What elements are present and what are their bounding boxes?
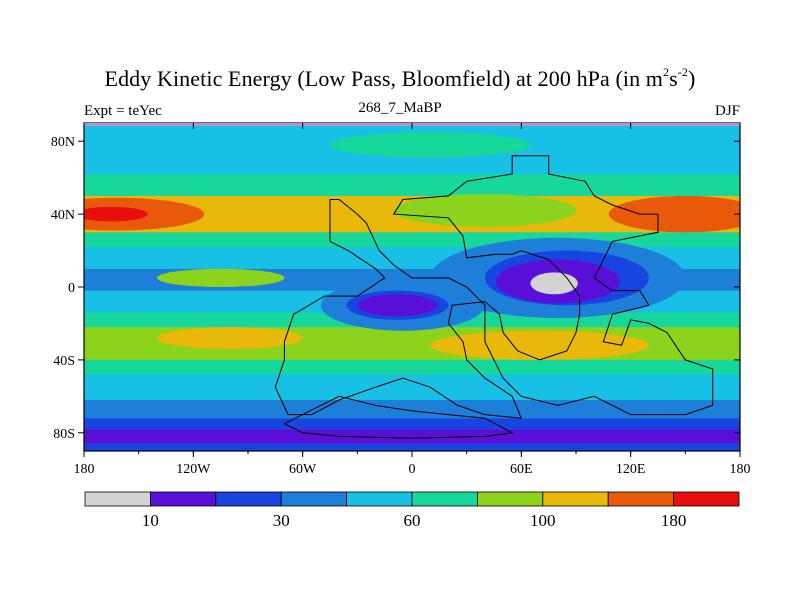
- contour-region-6: [156, 268, 285, 287]
- x-tick-label-2: 60W: [289, 462, 317, 477]
- contour-region-4: [430, 330, 649, 360]
- colorbar-box-9: [673, 491, 740, 507]
- colorbar-label-0: 10: [142, 511, 159, 530]
- map-axes: 180 120W 60W 0 60E 120E 180 80N 40N 0 40S 80S: [51, 122, 751, 477]
- title-superscript-1: 2: [663, 65, 670, 79]
- colorbar-box-5: [411, 491, 478, 507]
- continent-outline-1: [283, 395, 514, 439]
- contour-band-0: [84, 443, 740, 451]
- contour-region-3: [393, 194, 576, 227]
- colorbar-box-3: [280, 491, 348, 507]
- experiment-label: Expt = teYec: [84, 103, 162, 119]
- chart-title: Eddy Kinetic Energy (Low Pass, Bloomfiel…: [0, 66, 800, 92]
- contour-band-13: [84, 174, 740, 196]
- contour-region-2: [608, 195, 740, 233]
- x-tick-label-5: 120E: [616, 462, 646, 477]
- title-close: ): [688, 66, 696, 91]
- contour-region-12: [357, 294, 438, 317]
- contour-region-14: [330, 132, 531, 158]
- x-tick-label-3: 0: [409, 462, 416, 477]
- chart-subtitle: 268_7_MaBP: [358, 100, 442, 116]
- map-area: [84, 123, 740, 451]
- contour-region-1: [84, 206, 148, 222]
- y-tick-label-0: 80N: [51, 135, 75, 150]
- x-tick-label-6: 180: [730, 462, 751, 477]
- x-tick-label-1: 120W: [176, 462, 211, 477]
- colorbar-label-4: 180: [661, 511, 687, 530]
- colorbar-box-7: [542, 491, 609, 507]
- x-tick-label-4: 60E: [510, 462, 533, 477]
- colorbar-box-4: [346, 491, 413, 507]
- contour-region-5: [156, 327, 303, 349]
- colorbar-box-1: [149, 491, 217, 507]
- colorbar: 10 30 60 100 180: [84, 491, 740, 530]
- x-tick-label-0: 180: [74, 462, 95, 477]
- title-unit-s: s: [669, 66, 678, 91]
- contour-band-1: [84, 429, 740, 444]
- continent-outline-0: [274, 155, 714, 419]
- colorbar-label-2: 60: [404, 511, 421, 530]
- colorbar-label-1: 30: [273, 511, 290, 530]
- contour-band-5: [84, 359, 740, 375]
- y-tick-label-3: 40S: [53, 354, 75, 369]
- colorbar-box-2: [215, 491, 282, 507]
- y-tick-label-2: 0: [68, 281, 75, 296]
- colorbar-box-0: [84, 491, 151, 507]
- contour-band-11: [84, 232, 740, 247]
- contour-band-4: [84, 374, 740, 400]
- y-tick-label-4: 80S: [53, 427, 75, 442]
- colorbar-label-3: 100: [530, 511, 556, 530]
- title-text: Eddy Kinetic Energy (Low Pass, Bloomfiel…: [104, 66, 664, 91]
- contour-band-2: [84, 418, 740, 430]
- colorbar-box-6: [476, 491, 544, 507]
- colorbar-box-8: [607, 491, 675, 507]
- title-superscript-2: -2: [677, 65, 688, 79]
- contour-band-3: [84, 399, 740, 419]
- contour-region-13: [530, 272, 578, 295]
- continent-outlines: [274, 155, 714, 439]
- y-tick-label-1: 40N: [51, 208, 75, 223]
- season-label: DJF: [714, 103, 740, 119]
